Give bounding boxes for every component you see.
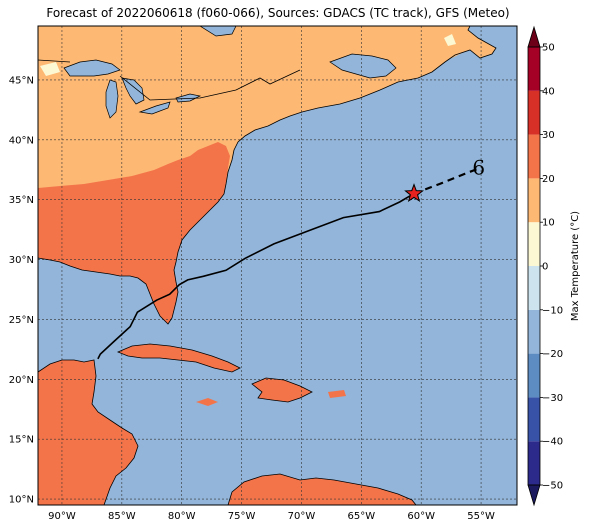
map-frame (37, 25, 518, 506)
lat-tick-label: 30°N (9, 255, 34, 266)
colorbar-tick-label: −40 (542, 437, 563, 448)
current-position-star-icon[interactable] (404, 183, 424, 203)
colorbar-tick-label: 30 (542, 130, 555, 141)
lon-tick-label: 55°W (467, 511, 495, 522)
colorbar-tick-label: −30 (542, 393, 563, 404)
colorbar-bin (528, 309, 540, 354)
lat-tick-label: 40°N (9, 135, 34, 146)
map-title: Forecast of 2022060618 (f060-066), Sourc… (46, 6, 510, 20)
lat-tick-label: 20°N (9, 375, 34, 386)
lat-tick-label: 45°N (9, 75, 34, 86)
colorbar-tick-label: −50 (542, 481, 563, 492)
land-south-america (228, 474, 416, 505)
lat-tick-label: 35°N (9, 195, 34, 206)
lake-huron (121, 77, 145, 105)
coastline-mexico (38, 359, 139, 505)
cool-patch-quebec (40, 62, 60, 76)
colorbar-bin (528, 178, 540, 223)
lon-tick-label: 70°W (288, 511, 316, 522)
lake-superior (63, 59, 121, 77)
longitude-labels: 90°W 85°W 80°W 75°W 70°W 65°W 60°W 55°W (48, 511, 495, 522)
colorbar-over-arrow (527, 25, 541, 48)
colorbar-tick-label: 20 (542, 174, 555, 185)
lon-tick-label: 90°W (48, 511, 76, 522)
lat-tick-label: 15°N (9, 435, 34, 446)
land-jamaica (196, 398, 218, 406)
tc-track: 6 (97, 156, 485, 360)
colorbar-tick-label: 0 (542, 262, 548, 273)
latitude-labels: 10°N 15°N 20°N 25°N 30°N 35°N 40°N 45°N (9, 75, 34, 505)
lat-tick-label: 25°N (9, 315, 34, 326)
lon-tick-label: 60°W (407, 511, 435, 522)
colorbar-bin (528, 134, 540, 179)
cool-patch-labrador (444, 34, 456, 46)
land-mexico-central-america (38, 360, 138, 505)
colorbar: 50 40 30 20 10 0 −10 −20 −30 −40 −50 (527, 25, 563, 507)
land-cuba (118, 344, 240, 372)
lon-tick-label: 65°W (348, 511, 376, 522)
colorbar-bin (528, 353, 540, 398)
lake-michigan (105, 79, 119, 119)
lat-tick-label: 10°N (9, 495, 34, 506)
coastline-cuba (116, 343, 241, 373)
land-hispaniola (252, 378, 312, 402)
colorbar-label: Max Temperature (°C) (570, 211, 581, 321)
colorbar-tick-label: −10 (542, 305, 563, 316)
border-us-canada (38, 59, 301, 101)
hudson-bay-edge (199, 26, 237, 37)
colorbar-tick-label: 40 (542, 86, 555, 97)
colorbar-bin (528, 90, 540, 135)
track-past-line (97, 192, 415, 360)
lon-tick-label: 75°W (228, 511, 256, 522)
coastline-south-america (227, 473, 417, 505)
coastline-hispaniola (251, 377, 313, 403)
track-forecast-line (413, 167, 480, 195)
coastline-east-us (38, 26, 497, 325)
st-lawrence-gulf (329, 53, 397, 79)
colorbar-tick-label: −20 (542, 349, 563, 360)
colorbar-bin (528, 397, 540, 442)
map-panel[interactable]: 6 (37, 25, 518, 506)
lon-tick-label: 85°W (108, 511, 136, 522)
colorbar-tick-label: 10 (542, 218, 555, 229)
colorbar-bin (528, 222, 540, 266)
land-puerto-rico (328, 390, 346, 398)
colorbar-under-arrow (527, 484, 541, 507)
lake-erie (138, 101, 171, 115)
colorbar-bin (528, 441, 540, 485)
colorbar-bin (528, 47, 540, 91)
tropical-storm-symbol-icon: 6 (472, 156, 485, 180)
lon-tick-label: 80°W (168, 511, 196, 522)
colorbar-tick-label: 50 (542, 43, 555, 54)
colorbar-bin (528, 266, 540, 310)
